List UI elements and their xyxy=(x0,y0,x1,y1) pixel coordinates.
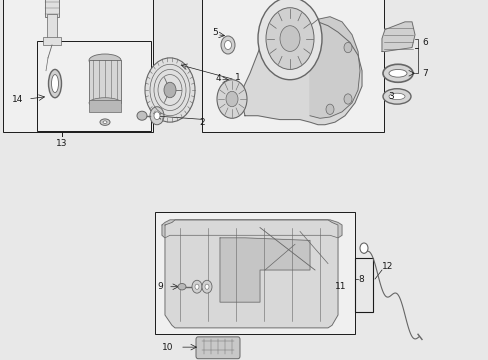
Bar xyxy=(47,14,57,40)
Circle shape xyxy=(258,0,321,80)
Polygon shape xyxy=(381,22,414,51)
Bar xyxy=(89,60,121,103)
Circle shape xyxy=(325,104,333,114)
Ellipse shape xyxy=(89,98,121,108)
Text: 4: 4 xyxy=(215,74,221,83)
Circle shape xyxy=(343,42,351,53)
Circle shape xyxy=(221,36,235,54)
Circle shape xyxy=(204,284,208,289)
Circle shape xyxy=(280,26,299,51)
Bar xyxy=(89,100,121,112)
Ellipse shape xyxy=(137,111,147,120)
Text: 11: 11 xyxy=(334,282,346,291)
FancyBboxPatch shape xyxy=(196,337,240,359)
Bar xyxy=(202,0,383,132)
Circle shape xyxy=(217,80,246,118)
Ellipse shape xyxy=(100,119,110,125)
Ellipse shape xyxy=(89,54,121,67)
Ellipse shape xyxy=(51,75,59,93)
Circle shape xyxy=(225,91,238,107)
Ellipse shape xyxy=(382,89,410,104)
Bar xyxy=(3,0,153,132)
Text: 13: 13 xyxy=(56,139,68,148)
Text: 3: 3 xyxy=(387,92,393,101)
Circle shape xyxy=(154,112,160,120)
Polygon shape xyxy=(220,238,309,302)
Text: 9: 9 xyxy=(157,282,163,291)
Bar xyxy=(354,258,372,312)
Bar xyxy=(155,212,354,334)
Text: 12: 12 xyxy=(381,262,392,271)
Ellipse shape xyxy=(178,284,185,290)
Text: 5: 5 xyxy=(212,28,218,37)
Circle shape xyxy=(145,58,195,122)
Ellipse shape xyxy=(388,93,404,100)
Text: 8: 8 xyxy=(357,275,363,284)
Circle shape xyxy=(265,8,313,69)
Ellipse shape xyxy=(382,64,412,82)
Text: 2: 2 xyxy=(199,118,204,127)
Circle shape xyxy=(359,243,367,253)
Bar xyxy=(43,37,61,45)
Ellipse shape xyxy=(388,69,406,77)
Text: 14: 14 xyxy=(12,94,23,104)
Polygon shape xyxy=(242,17,361,125)
Ellipse shape xyxy=(103,121,107,123)
Ellipse shape xyxy=(48,69,61,98)
Circle shape xyxy=(224,41,231,50)
Polygon shape xyxy=(164,220,337,328)
Circle shape xyxy=(192,280,202,293)
Text: 6: 6 xyxy=(421,38,427,47)
Polygon shape xyxy=(309,17,359,118)
Text: 10: 10 xyxy=(162,343,173,352)
Bar xyxy=(45,0,59,17)
Text: 1: 1 xyxy=(235,73,241,82)
Polygon shape xyxy=(162,220,341,238)
Bar xyxy=(37,41,151,131)
Circle shape xyxy=(163,82,176,98)
Circle shape xyxy=(202,280,212,293)
Circle shape xyxy=(343,94,351,104)
Circle shape xyxy=(150,107,163,125)
Circle shape xyxy=(195,284,199,289)
Text: 7: 7 xyxy=(421,69,427,78)
